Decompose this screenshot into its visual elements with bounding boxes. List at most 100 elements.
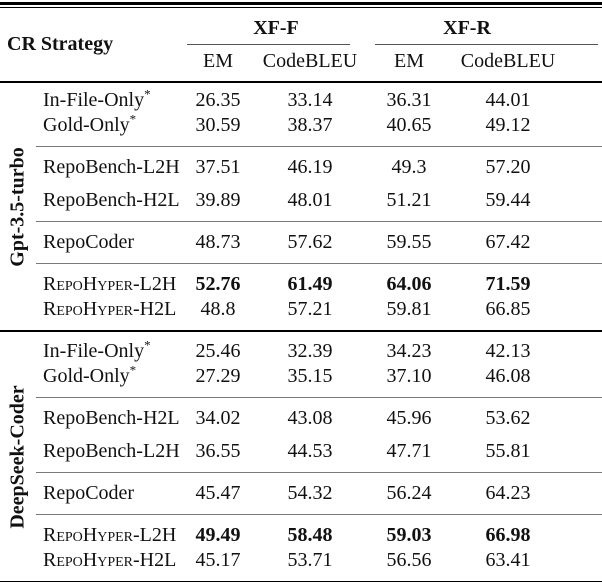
value-cell: 53.71 bbox=[287, 549, 333, 571]
value-cell: 34.23 bbox=[368, 330, 451, 364]
value-cell: 57.20 bbox=[450, 146, 602, 188]
value-cell: 36.55 bbox=[195, 440, 241, 462]
superscript-star: * bbox=[129, 111, 137, 127]
value-cell: 44.53 bbox=[287, 440, 333, 462]
value-cell: 71.59 bbox=[450, 263, 602, 297]
value-cell: 57.62 bbox=[252, 221, 369, 264]
value-cell: 54.32 bbox=[252, 472, 369, 515]
header-codebleu-xf-r: CodeBLEU bbox=[450, 45, 602, 83]
strategy-cell: RepoBench-L2H bbox=[36, 146, 184, 188]
strategy-label: RepoBench-H2L bbox=[43, 407, 180, 429]
table-row: Gold-Only* 27.29 35.15 37.10 46.08 bbox=[0, 362, 602, 398]
value-cell: 59.03 bbox=[368, 514, 451, 548]
strategy-cell: RepoCoder bbox=[36, 221, 184, 264]
results-table: CR Strategy XF-F XF-R EM CodeBLEU EM Cod… bbox=[0, 8, 602, 581]
strategy-cell: In-File-Only* bbox=[36, 330, 184, 364]
strategy-label: RepoBench-H2L bbox=[43, 189, 180, 211]
value-cell: 32.39 bbox=[252, 330, 369, 364]
superscript-star: * bbox=[144, 86, 151, 102]
table-row: RepoHyper-L2H 52.76 61.49 64.06 71.59 bbox=[0, 263, 602, 297]
strategy-cell: RepoHyper-H2L bbox=[36, 548, 184, 581]
value-cell: 39.89 bbox=[195, 189, 241, 211]
strategy-cell: RepoBench-H2L bbox=[36, 397, 184, 439]
table-row: RepoBench-L2H 37.51 46.19 49.3 57.20 bbox=[0, 146, 602, 188]
strategy-label: RepoCoder bbox=[43, 482, 135, 504]
value-cell: 42.13 bbox=[450, 330, 602, 364]
header-cr-strategy: CR Strategy bbox=[0, 8, 184, 83]
strategy-label: RepoHyper-L2H bbox=[43, 524, 177, 546]
model-label-gpt-3-5-turbo: Gpt-3.5-turbo bbox=[0, 82, 36, 331]
value-cell: 59.44 bbox=[485, 189, 531, 211]
value-cell: 67.42 bbox=[450, 221, 602, 264]
table-row: DeepSeek-Coder In-File-Only* 25.46 32.39… bbox=[0, 330, 602, 581]
value-cell: 45.96 bbox=[368, 397, 451, 439]
value-cell: 45.47 bbox=[184, 472, 252, 515]
group-label-xf-f: XF-F bbox=[253, 17, 299, 39]
value-cell: 58.48 bbox=[252, 514, 369, 548]
value-cell: 59.81 bbox=[386, 298, 432, 320]
value-cell: 52.76 bbox=[184, 263, 252, 297]
table-row: RepoCoder 45.47 54.32 56.24 64.23 bbox=[0, 472, 602, 515]
header-row-groups: CR Strategy XF-F XF-R bbox=[0, 8, 602, 83]
value-cell: 33.14 bbox=[287, 89, 333, 111]
value-cell: 51.21 bbox=[386, 189, 432, 211]
strategy-label: In-File-Only bbox=[43, 340, 145, 362]
value-cell: 49.3 bbox=[368, 146, 451, 188]
strategy-cell: RepoHyper-L2H bbox=[36, 514, 184, 548]
value-cell: 44.01 bbox=[485, 89, 531, 111]
strategy-label: RepoBench-L2H bbox=[43, 440, 180, 462]
value-cell: 48.01 bbox=[287, 189, 333, 211]
strategy-label: In-File-Only bbox=[43, 89, 145, 111]
header-em-xf-r: EM bbox=[368, 45, 451, 83]
strategy-cell: RepoHyper-H2L bbox=[36, 297, 184, 331]
value-cell: 53.62 bbox=[450, 397, 602, 439]
value-cell: 57.21 bbox=[287, 298, 333, 320]
value-cell: 46.08 bbox=[485, 365, 531, 387]
value-cell: 45.17 bbox=[195, 549, 241, 571]
strategy-label: Gold-Only bbox=[43, 365, 130, 387]
value-cell: 30.59 bbox=[195, 114, 241, 136]
header-group-xf-r: XF-R bbox=[368, 8, 602, 45]
value-cell: 38.37 bbox=[287, 114, 333, 136]
cmidrule-xf-r bbox=[375, 44, 599, 45]
value-cell: 66.98 bbox=[450, 514, 602, 548]
strategy-cell: RepoHyper-L2H bbox=[36, 263, 184, 297]
table-top-rule bbox=[0, 2, 602, 8]
table-bottom-rule bbox=[0, 581, 602, 584]
value-cell: 40.65 bbox=[386, 114, 432, 136]
value-cell: 63.41 bbox=[485, 549, 531, 571]
table-row: RepoCoder 48.73 57.62 59.55 67.42 bbox=[0, 221, 602, 264]
strategy-label: Gold-Only bbox=[43, 114, 130, 136]
strategy-label: RepoBench-L2H bbox=[43, 156, 180, 178]
strategy-cell: Gold-Only* bbox=[36, 362, 184, 398]
strategy-label: RepoCoder bbox=[43, 231, 135, 253]
value-cell: 56.56 bbox=[386, 549, 432, 571]
value-cell: 49.12 bbox=[485, 114, 531, 136]
strategy-cell: RepoBench-H2L bbox=[36, 188, 184, 222]
header-codebleu-xf-f: CodeBLEU bbox=[252, 45, 369, 83]
model-label-deepseek-coder: DeepSeek-Coder bbox=[0, 330, 36, 581]
value-cell: 46.19 bbox=[252, 146, 369, 188]
value-cell: 61.49 bbox=[252, 263, 369, 297]
value-cell: 49.49 bbox=[184, 514, 252, 548]
value-cell: 64.06 bbox=[368, 263, 451, 297]
value-cell: 56.24 bbox=[368, 472, 451, 515]
value-cell: 64.23 bbox=[450, 472, 602, 515]
table-row: RepoHyper-L2H 49.49 58.48 59.03 66.98 bbox=[0, 514, 602, 548]
rotated-model-label: DeepSeek-Coder bbox=[6, 384, 29, 529]
value-cell: 55.81 bbox=[485, 440, 531, 462]
superscript-star: * bbox=[129, 362, 137, 378]
value-cell: 48.73 bbox=[184, 221, 252, 264]
cmidrule-xf-f bbox=[187, 44, 351, 45]
value-cell: 66.85 bbox=[485, 298, 531, 320]
value-cell: 34.02 bbox=[184, 397, 252, 439]
strategy-label: RepoHyper-H2L bbox=[43, 298, 177, 320]
value-cell: 26.35 bbox=[195, 89, 241, 111]
table-row: RepoBench-H2L 34.02 43.08 45.96 53.62 bbox=[0, 397, 602, 439]
strategy-cell: In-File-Only* bbox=[36, 82, 184, 113]
value-cell: 27.29 bbox=[195, 365, 241, 387]
strategy-cell: Gold-Only* bbox=[36, 111, 184, 147]
superscript-star: * bbox=[144, 337, 151, 353]
value-cell: 37.51 bbox=[184, 146, 252, 188]
table-row: Gpt-3.5-turbo In-File-Only* 26.35 33.14 … bbox=[0, 82, 602, 266]
